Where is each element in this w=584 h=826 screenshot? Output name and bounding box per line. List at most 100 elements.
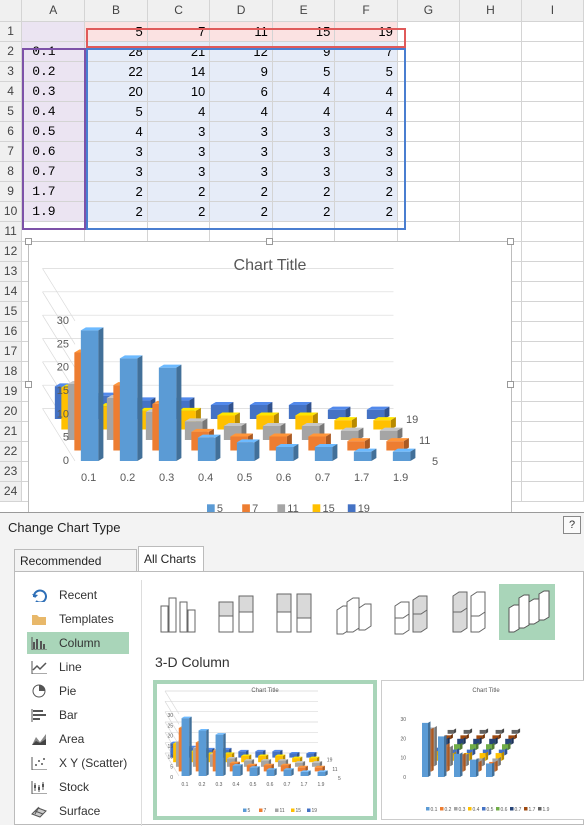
- row-header[interactable]: 14: [0, 281, 23, 302]
- row-header[interactable]: 1: [0, 21, 23, 42]
- cell[interactable]: 4: [209, 101, 273, 122]
- cell[interactable]: 2: [147, 201, 211, 222]
- cell[interactable]: [272, 221, 336, 242]
- subtype-3d-column[interactable]: [499, 584, 555, 640]
- cell[interactable]: 0.4: [21, 101, 86, 122]
- subtype-3d-stacked-column[interactable]: [383, 584, 439, 640]
- preview-option-2[interactable]: Chart Title 0 10 20 30 0.1 0.2 0.3 0.4 0.5 0.6 0.7 1…: [381, 680, 584, 820]
- cell[interactable]: [459, 21, 522, 42]
- cell[interactable]: [459, 221, 522, 242]
- cell[interactable]: 22: [84, 61, 148, 82]
- cell[interactable]: 3: [209, 161, 273, 182]
- cell[interactable]: [521, 321, 584, 342]
- cell[interactable]: 0.7: [21, 161, 86, 182]
- subtype-3d-100-stacked-column[interactable]: [441, 584, 497, 640]
- row-header[interactable]: 8: [0, 161, 23, 182]
- row-header[interactable]: 16: [0, 321, 23, 342]
- cell[interactable]: 5: [84, 101, 148, 122]
- row-header[interactable]: 5: [0, 101, 23, 122]
- cell[interactable]: 0.2: [21, 61, 86, 82]
- cell[interactable]: 7: [147, 21, 211, 42]
- cell[interactable]: 5: [334, 61, 398, 82]
- row-header[interactable]: 20: [0, 401, 23, 422]
- cell[interactable]: 19: [334, 21, 398, 42]
- row-header[interactable]: 2: [0, 41, 23, 62]
- cell[interactable]: 3: [84, 161, 148, 182]
- cell[interactable]: 14: [147, 61, 211, 82]
- cell[interactable]: [397, 21, 460, 42]
- cell[interactable]: [521, 301, 584, 322]
- cell[interactable]: [521, 201, 584, 222]
- cell[interactable]: [521, 401, 584, 422]
- cell[interactable]: [459, 41, 522, 62]
- row-header[interactable]: 4: [0, 81, 23, 102]
- cell[interactable]: [521, 101, 584, 122]
- tab-all-charts[interactable]: All Charts: [138, 546, 204, 572]
- cell[interactable]: [521, 261, 584, 282]
- column-header[interactable]: G: [397, 0, 460, 22]
- row-header[interactable]: 23: [0, 461, 23, 482]
- cell[interactable]: 3: [147, 161, 211, 182]
- subtype-3d-clustered-column[interactable]: [325, 584, 381, 640]
- cell[interactable]: [459, 121, 522, 142]
- cell[interactable]: [521, 281, 584, 302]
- cell[interactable]: [21, 221, 86, 242]
- cell[interactable]: 3: [209, 141, 273, 162]
- cell[interactable]: [521, 161, 584, 182]
- cell[interactable]: 10: [147, 81, 211, 102]
- cell[interactable]: [397, 61, 460, 82]
- cell[interactable]: [459, 81, 522, 102]
- cell[interactable]: [397, 161, 460, 182]
- cell[interactable]: [521, 81, 584, 102]
- cell[interactable]: [334, 221, 398, 242]
- cell[interactable]: [521, 41, 584, 62]
- cell[interactable]: 1.7: [21, 181, 86, 202]
- cell[interactable]: [397, 121, 460, 142]
- embedded-chart[interactable]: 0 5 10 15 20 25 30 0.1 0.2 0.3 0.4 0.5 0.6 0.7 1.7 1.9 5…: [28, 241, 512, 518]
- cell[interactable]: 2: [84, 201, 148, 222]
- row-header[interactable]: 21: [0, 421, 23, 442]
- cell[interactable]: [397, 181, 460, 202]
- cell[interactable]: 0.1: [21, 41, 86, 62]
- cell[interactable]: [521, 381, 584, 402]
- cell[interactable]: [521, 121, 584, 142]
- cell[interactable]: 15: [272, 21, 336, 42]
- cell[interactable]: [397, 81, 460, 102]
- nav-item-bar[interactable]: Bar: [27, 704, 129, 726]
- cell[interactable]: 2: [147, 181, 211, 202]
- column-header[interactable]: C: [147, 0, 211, 22]
- cell[interactable]: 6: [209, 81, 273, 102]
- cell[interactable]: 2: [84, 181, 148, 202]
- nav-item-stock[interactable]: Stock: [27, 776, 129, 798]
- cell[interactable]: 0.5: [21, 121, 86, 142]
- column-header[interactable]: D: [209, 0, 273, 22]
- subtype-100-stacked-column[interactable]: [267, 584, 323, 640]
- nav-item-pie[interactable]: Pie: [27, 680, 129, 702]
- cell[interactable]: [209, 221, 273, 242]
- cell[interactable]: [397, 201, 460, 222]
- cell[interactable]: 3: [84, 141, 148, 162]
- cell[interactable]: 4: [147, 101, 211, 122]
- row-header[interactable]: 24: [0, 481, 23, 502]
- cell[interactable]: [521, 181, 584, 202]
- subtype-clustered-column[interactable]: [151, 584, 207, 640]
- cell[interactable]: 2: [334, 201, 398, 222]
- cell[interactable]: 1.9: [21, 201, 86, 222]
- cell[interactable]: [521, 241, 584, 262]
- cell[interactable]: [459, 201, 522, 222]
- select-all-corner[interactable]: [0, 0, 23, 22]
- tab-recommended-charts[interactable]: Recommended Charts: [14, 549, 137, 590]
- column-header[interactable]: A: [21, 0, 86, 22]
- cell[interactable]: 3: [334, 141, 398, 162]
- nav-item-line[interactable]: Line: [27, 656, 129, 678]
- row-header[interactable]: 19: [0, 381, 23, 402]
- cell[interactable]: [521, 461, 584, 482]
- nav-item-column[interactable]: Column: [27, 632, 129, 654]
- row-header[interactable]: 13: [0, 261, 23, 282]
- cell[interactable]: 2: [334, 181, 398, 202]
- nav-item-templates[interactable]: Templates: [27, 608, 129, 630]
- nav-item-x-y-scatter-[interactable]: X Y (Scatter): [27, 752, 129, 774]
- cell[interactable]: [521, 221, 584, 242]
- cell[interactable]: [521, 21, 584, 42]
- subtype-stacked-column[interactable]: [209, 584, 265, 640]
